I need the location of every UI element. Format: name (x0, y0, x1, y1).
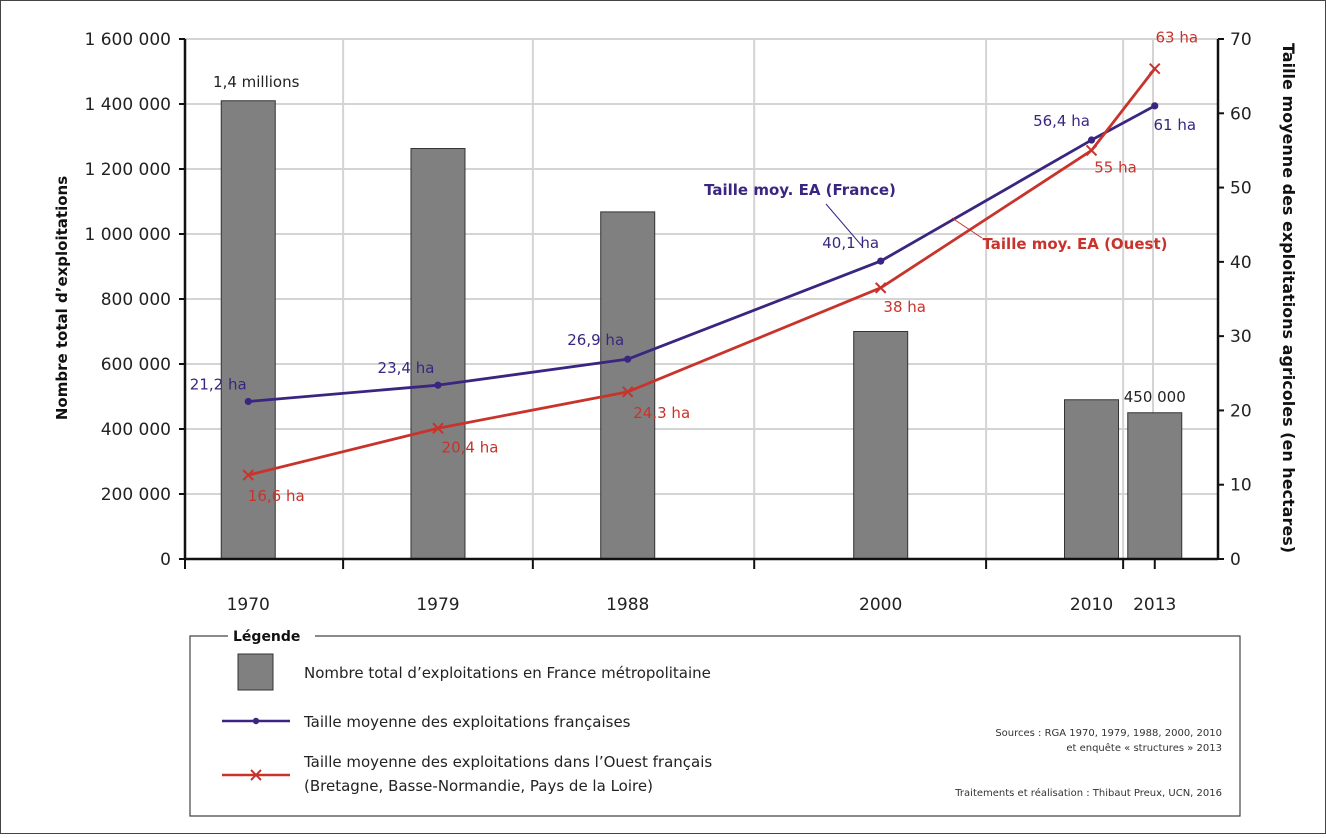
legend-label-france: Taille moyenne des exploitations françai… (303, 713, 631, 731)
x-tick-label-2000: 2000 (859, 595, 902, 615)
bar-1979 (410, 148, 466, 560)
bar-2000 (853, 331, 909, 560)
bars (220, 100, 1183, 560)
data-label-ouest-2013: 63 ha (1155, 29, 1198, 47)
data-label-france-1970: 21,2 ha (190, 376, 247, 394)
bar-2010 (1064, 399, 1120, 560)
point-france-2013 (1151, 102, 1159, 110)
y-left-tick-label: 600 000 (101, 355, 171, 375)
data-label-ouest-1970: 16,6 ha (248, 487, 305, 505)
sources-line-2: et enquête « structures » 2013 (1066, 742, 1222, 754)
data-label-france-2013: 61 ha (1153, 116, 1196, 134)
y-left-tick-label: 1 400 000 (84, 95, 171, 115)
data-label-france-1979: 23,4 ha (378, 359, 435, 377)
callout-france: Taille moy. EA (France) (704, 181, 896, 199)
legend-marker-ouest (250, 769, 262, 781)
point-france-1988 (624, 355, 632, 363)
lines (242, 63, 1161, 481)
y-right-tick-label: 20 (1230, 401, 1252, 421)
y-left-tick-label: 1 600 000 (84, 30, 171, 50)
point-france-2000 (877, 257, 885, 265)
y-left-tick-label: 800 000 (101, 290, 171, 310)
x-tick-label-1979: 1979 (416, 595, 459, 615)
sources-line-1: Sources : RGA 1970, 1979, 1988, 2000, 20… (995, 728, 1222, 739)
legend-label-bars: Nombre total d’exploitations en France m… (304, 664, 711, 682)
y-left-tick-label: 400 000 (101, 420, 171, 440)
bar-2013 (1127, 412, 1183, 560)
grid (185, 38, 1218, 559)
legend-label-ouest-regions: (Bretagne, Basse-Normandie, Pays de la L… (304, 777, 653, 795)
bar-1970 (220, 100, 276, 560)
x-tick-label-2010: 2010 (1070, 595, 1113, 615)
data-label-france-2010: 56,4 ha (1033, 112, 1090, 130)
bar-label: 1,4 millions (213, 73, 300, 91)
y-right-tick-label: 70 (1230, 30, 1252, 50)
point-ouest-1979 (432, 422, 444, 434)
y-right-tick-label: 10 (1230, 476, 1252, 496)
data-label-france-2000: 40,1 ha (822, 234, 879, 252)
y-right-tick-label: 0 (1230, 550, 1241, 570)
legend-swatch-bars (237, 653, 274, 691)
y-right-tick-label: 30 (1230, 327, 1252, 347)
bar-label: 450 000 (1124, 388, 1186, 406)
point-ouest-2013 (1149, 63, 1161, 75)
callout-ouest-leader (951, 217, 983, 239)
y-right-axis-title: Taille moyenne des exploitations agricol… (1279, 43, 1298, 553)
y-left-tick-label: 200 000 (101, 485, 171, 505)
credit: Traitements et réalisation : Thibaut Pre… (954, 787, 1222, 799)
legend-box (189, 635, 1241, 817)
y-right-tick-label: 60 (1230, 104, 1252, 124)
legend: Légende Nombre total d’exploitations en … (189, 629, 1241, 817)
point-ouest-2000 (874, 282, 887, 294)
y-left-tick-label: 0 (160, 550, 171, 570)
callout-france-leader (825, 203, 863, 247)
data-label-ouest-2010: 55 ha (1094, 158, 1137, 176)
data-label-ouest-1988: 24,3 ha (633, 404, 690, 422)
y-left-tick-label: 1 000 000 (84, 225, 171, 245)
y-left-axis-title: Nombre total d’exploitations (53, 176, 71, 420)
point-france-1970 (244, 397, 252, 406)
data-label-france-1988: 26,9 ha (567, 331, 624, 349)
point-france-1979 (434, 381, 442, 389)
data-label-ouest-2000: 38 ha (883, 298, 926, 316)
legend-title: Légende (233, 629, 300, 645)
legend-marker-france (252, 717, 260, 725)
y-left-tick-label: 1 200 000 (84, 160, 171, 180)
x-tick-label-1970: 1970 (227, 595, 270, 615)
point-ouest-2010 (1085, 144, 1098, 157)
point-ouest-1970 (242, 469, 254, 481)
data-labels: 1,4 millions 450 000 21,2 ha 23,4 ha 26,9 ha… (190, 29, 1198, 505)
x-tick-label-1988: 1988 (606, 595, 649, 615)
series-line-france (248, 104, 1156, 403)
y-right-tick-label: 40 (1230, 253, 1252, 273)
x-tick-label-2013: 2013 (1133, 595, 1176, 615)
callout-ouest: Taille moy. EA (Ouest) (983, 235, 1168, 253)
axes: 0 200 000 400 000 600 000 800 000 1 000 000 1 … (84, 30, 1251, 615)
point-ouest-1988 (622, 386, 634, 398)
y-right-tick-label: 50 (1230, 179, 1252, 199)
data-label-ouest-1979: 20,4 ha (442, 438, 499, 456)
series-line-ouest (247, 67, 1156, 477)
point-france-2010 (1087, 136, 1096, 144)
legend-label-ouest: Taille moyenne des exploitations dans l’… (303, 753, 712, 771)
